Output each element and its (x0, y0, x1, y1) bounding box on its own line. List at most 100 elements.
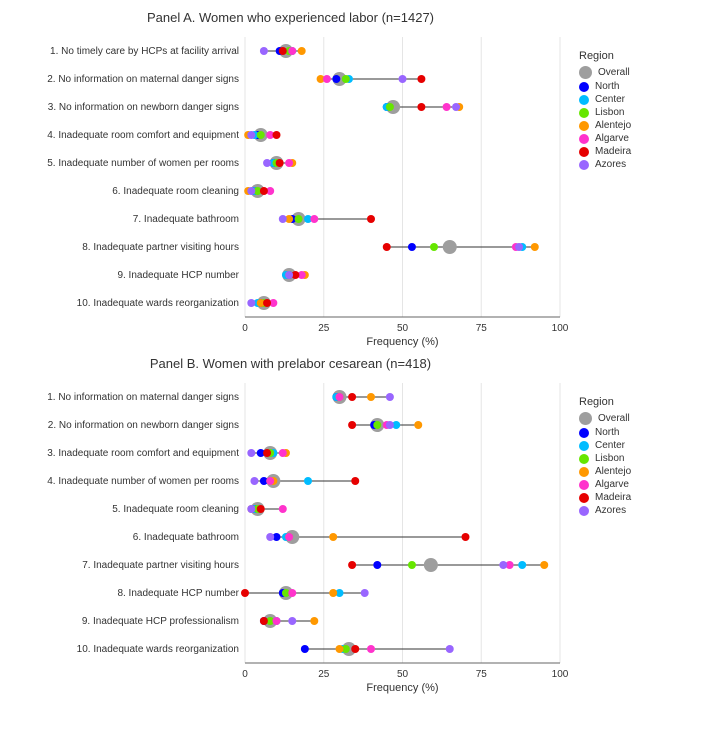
legend-marker-icon (579, 82, 589, 92)
data-point (361, 589, 369, 597)
legend-marker-icon (579, 428, 589, 438)
data-point (329, 533, 337, 541)
data-point (342, 75, 350, 83)
data-point (273, 131, 281, 139)
data-point (301, 645, 309, 653)
legend-marker-icon (579, 412, 592, 425)
legend-marker-icon (579, 467, 589, 477)
legend-item-label: North (595, 81, 619, 92)
legend-marker-icon (579, 147, 589, 157)
x-tick-label: 75 (476, 323, 488, 334)
x-axis-title: Frequency (%) (366, 336, 438, 348)
legend-item: Overall (579, 66, 699, 79)
legend-marker-icon (579, 454, 589, 464)
data-point (373, 421, 381, 429)
y-axis-label: 7. Inadequate partner visiting hours (82, 560, 239, 571)
data-point (295, 215, 303, 223)
data-point (417, 75, 425, 83)
legend-item-label: Alentejo (595, 120, 631, 131)
y-axis-label: 1. No timely care by HCPs at facility ar… (50, 46, 239, 57)
data-point (336, 393, 344, 401)
data-point (414, 421, 422, 429)
data-point (443, 240, 457, 254)
data-point (304, 477, 312, 485)
data-point (257, 505, 265, 513)
data-point (266, 533, 274, 541)
data-point (279, 47, 287, 55)
legend-marker-icon (579, 95, 589, 105)
x-tick-label: 75 (476, 669, 488, 680)
data-point (336, 645, 344, 653)
x-tick-label: 100 (552, 323, 569, 334)
legend-item: Lisbon (579, 453, 699, 464)
data-point (518, 561, 526, 569)
data-point (373, 561, 381, 569)
y-axis-label: 7. Inadequate bathroom (133, 214, 239, 225)
data-point (310, 215, 318, 223)
legend-item: Azores (579, 159, 699, 170)
legend-item-label: Overall (598, 413, 630, 424)
plot-area: Panel A. Women who experienced labor (n=… (10, 10, 571, 352)
data-point (462, 533, 470, 541)
y-axis-label: 10. Inadequate wards reorganization (77, 644, 239, 655)
legend-item-label: Azores (595, 159, 626, 170)
legend-item: Algarve (579, 133, 699, 144)
data-point (351, 477, 359, 485)
x-tick-label: 25 (318, 323, 330, 334)
data-point (531, 243, 539, 251)
data-point (279, 215, 287, 223)
data-point (332, 75, 340, 83)
legend-item: Madeira (579, 146, 699, 157)
legend-marker-icon (579, 108, 589, 118)
legend-item-label: Algarve (595, 133, 629, 144)
legend-item: Alentejo (579, 120, 699, 131)
data-point (250, 477, 258, 485)
legend-title: Region (579, 50, 699, 62)
data-point (247, 299, 255, 307)
y-axis-label: 9. Inadequate HCP professionalism (82, 616, 239, 627)
legend-item-label: Alentejo (595, 466, 631, 477)
x-tick-label: 25 (318, 669, 330, 680)
chart-svg: 0255075100Frequency (%)1. No information… (10, 377, 570, 698)
data-point (298, 47, 306, 55)
data-point (263, 159, 271, 167)
data-point (310, 617, 318, 625)
legend-item: Algarve (579, 479, 699, 490)
plot-area: Panel B. Women with prelabor cesarean (n… (10, 356, 571, 698)
data-point (285, 271, 293, 279)
data-point (348, 421, 356, 429)
y-axis-label: 1. No information on maternal danger sig… (47, 392, 239, 403)
data-point (430, 243, 438, 251)
data-point (499, 561, 507, 569)
data-point (260, 187, 268, 195)
data-point (247, 505, 255, 513)
legend-marker-icon (579, 480, 589, 490)
y-axis-label: 8. Inadequate partner visiting hours (82, 242, 239, 253)
y-axis-label: 10. Inadequate wards reorganization (77, 298, 239, 309)
legend-item-label: Algarve (595, 479, 629, 490)
y-axis-label: 3. Inadequate room comfort and equipment (47, 448, 239, 459)
legend-marker-icon (579, 134, 589, 144)
y-axis-label: 6. Inadequate room cleaning (112, 186, 239, 197)
x-tick-label: 0 (242, 669, 248, 680)
data-point (247, 449, 255, 457)
data-point (257, 131, 265, 139)
panel-title: Panel B. Women with prelabor cesarean (n… (10, 356, 571, 371)
data-point (383, 243, 391, 251)
data-point (273, 617, 281, 625)
chart-svg: 0255075100Frequency (%)1. No timely care… (10, 31, 570, 352)
data-point (386, 103, 394, 111)
x-tick-label: 50 (397, 323, 409, 334)
data-point (279, 449, 287, 457)
data-point (260, 617, 268, 625)
data-point (288, 589, 296, 597)
legend-marker-icon (579, 66, 592, 79)
legend-item: Center (579, 440, 699, 451)
data-point (266, 477, 274, 485)
data-point (285, 533, 293, 541)
data-point (288, 617, 296, 625)
y-axis-label: 8. Inadequate HCP number (117, 588, 239, 599)
data-point (367, 215, 375, 223)
data-point (260, 47, 268, 55)
data-point (348, 561, 356, 569)
